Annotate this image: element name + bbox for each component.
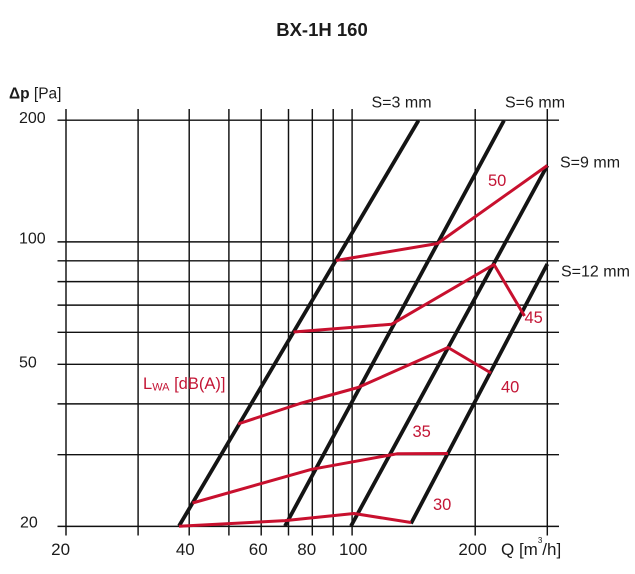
svg-text:80: 80 <box>297 540 316 559</box>
svg-text:40: 40 <box>176 540 195 559</box>
svg-text:S=6 mm: S=6 mm <box>505 95 565 112</box>
svg-text:20: 20 <box>51 540 70 559</box>
svg-text:Q [m3/h]: Q [m3/h] <box>501 536 561 559</box>
svg-text:Δp [Pa]: Δp [Pa] <box>9 86 62 103</box>
svg-text:S=12 mm: S=12 mm <box>561 264 630 281</box>
svg-text:100: 100 <box>19 231 46 248</box>
svg-text:S=3 mm: S=3 mm <box>372 95 432 112</box>
svg-text:100: 100 <box>339 540 367 559</box>
svg-text:50: 50 <box>488 172 506 190</box>
svg-text:BX-1H 160: BX-1H 160 <box>276 19 368 40</box>
svg-text:40: 40 <box>501 379 519 397</box>
svg-text:30: 30 <box>433 496 451 514</box>
svg-text:200: 200 <box>19 110 46 127</box>
svg-text:200: 200 <box>458 540 486 559</box>
svg-text:35: 35 <box>413 423 431 441</box>
svg-text:S=9 mm: S=9 mm <box>560 154 620 171</box>
svg-text:20: 20 <box>20 514 38 531</box>
svg-text:50: 50 <box>19 354 37 371</box>
svg-text:45: 45 <box>525 309 543 327</box>
svg-text:60: 60 <box>249 540 268 559</box>
